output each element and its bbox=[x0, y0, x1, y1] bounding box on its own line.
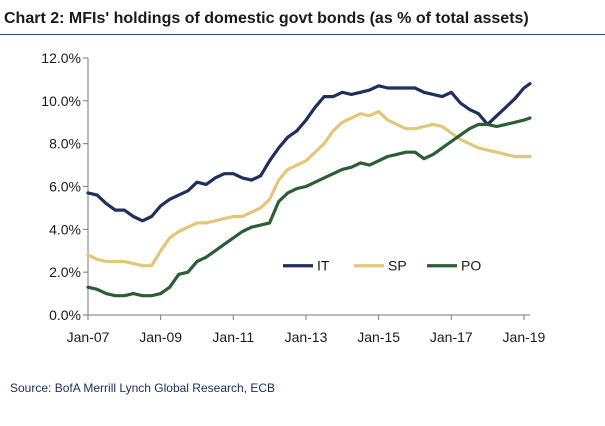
y-tick-label: 10.0% bbox=[41, 93, 81, 109]
y-tick-label: 2.0% bbox=[49, 264, 81, 280]
series-line-it bbox=[86, 82, 532, 223]
legend-label-it: IT bbox=[317, 258, 330, 274]
source-note: Source: BofA Merrill Lynch Global Resear… bbox=[10, 381, 276, 395]
y-tick-label: 6.0% bbox=[49, 179, 81, 195]
legend-label-sp: SP bbox=[388, 258, 407, 274]
x-tick-label: Jan-13 bbox=[285, 329, 328, 345]
y-tick-label: 0.0% bbox=[49, 307, 81, 323]
chart-title: Chart 2: MFIs' holdings of domestic govt… bbox=[4, 10, 529, 27]
x-tick-label: Jan-07 bbox=[67, 329, 110, 345]
x-tick-label: Jan-19 bbox=[503, 329, 546, 345]
x-tick-label: Jan-15 bbox=[357, 329, 400, 345]
x-tick-label: Jan-09 bbox=[139, 329, 182, 345]
y-tick-label: 4.0% bbox=[49, 221, 81, 237]
y-tick-label: 8.0% bbox=[49, 136, 81, 152]
x-tick-label: Jan-17 bbox=[430, 329, 473, 345]
line-chart: 0.0% 2.0% 4.0% 6.0% 8.0% 10.0% 12.0% Jan-07 Jan-… bbox=[41, 50, 546, 345]
y-tick-label: 12.0% bbox=[41, 50, 81, 66]
series-line-sp bbox=[86, 109, 532, 268]
series-line-po bbox=[86, 116, 532, 298]
x-tick-label: Jan-11 bbox=[212, 329, 254, 345]
title-rule bbox=[0, 34, 605, 35]
legend-label-po: PO bbox=[461, 258, 481, 274]
